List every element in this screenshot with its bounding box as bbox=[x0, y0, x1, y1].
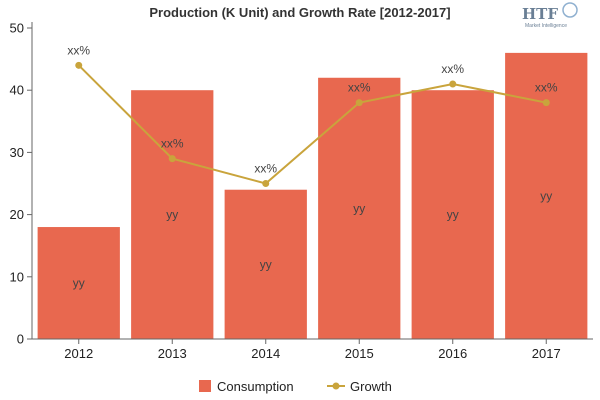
bar-data-label: yy bbox=[447, 208, 459, 222]
growth-data-label: xx% bbox=[348, 81, 371, 95]
growth-point bbox=[262, 180, 270, 187]
y-axis: 0 10 20 30 40 50 bbox=[10, 21, 33, 347]
globe-icon bbox=[562, 2, 578, 18]
logo-subtext: Market Intelligence bbox=[525, 23, 567, 29]
growth-point bbox=[355, 99, 363, 107]
bar-data-label: yy bbox=[166, 208, 178, 222]
legend-label-growth: Growth bbox=[350, 379, 392, 394]
x-axis: 2012 2013 2014 2015 2016 2017 bbox=[32, 338, 593, 361]
x-tick-label: 2015 bbox=[345, 346, 374, 361]
bar bbox=[37, 227, 120, 339]
growth-point bbox=[449, 80, 457, 88]
bar bbox=[224, 189, 307, 339]
y-tick-label: 0 bbox=[17, 332, 24, 347]
y-tick-label: 50 bbox=[10, 21, 24, 36]
legend: Consumption Growth bbox=[199, 379, 392, 394]
x-tick-label: 2013 bbox=[158, 346, 187, 361]
logo-text: HTF bbox=[522, 5, 558, 23]
bar-data-label: yy bbox=[73, 276, 85, 290]
logo: HTF Market Intelligence bbox=[522, 2, 578, 29]
growth-data-label: xx% bbox=[67, 43, 90, 57]
bar bbox=[318, 77, 401, 339]
bar bbox=[411, 90, 494, 339]
bar-data-label: yy bbox=[540, 189, 552, 203]
growth-data-label: xx% bbox=[441, 62, 464, 76]
growth-line: xx% xx% xx% xx% xx% xx% bbox=[67, 43, 558, 187]
growth-data-label: xx% bbox=[161, 137, 184, 151]
growth-data-label: xx% bbox=[535, 81, 558, 95]
y-tick-label: 30 bbox=[10, 145, 24, 160]
y-tick-label: 10 bbox=[10, 269, 24, 284]
legend-marker-growth bbox=[332, 382, 340, 390]
x-tick-label: 2012 bbox=[64, 346, 93, 361]
y-tick-label: 40 bbox=[10, 83, 24, 98]
growth-point bbox=[75, 61, 83, 69]
growth-point bbox=[168, 155, 176, 163]
x-tick-label: 2017 bbox=[532, 346, 561, 361]
bar-data-label: yy bbox=[260, 257, 272, 271]
chart-title: Production (K Unit) and Growth Rate [201… bbox=[149, 5, 450, 20]
bar-data-label: yy bbox=[353, 201, 365, 215]
growth-point bbox=[542, 99, 550, 107]
x-tick-label: 2016 bbox=[438, 346, 467, 361]
legend-label-consumption: Consumption bbox=[217, 379, 294, 394]
x-tick-label: 2014 bbox=[251, 346, 280, 361]
bars: yy yy yy yy yy yy bbox=[37, 52, 588, 339]
y-tick-label: 20 bbox=[10, 207, 24, 222]
growth-line-path bbox=[78, 64, 547, 185]
growth-data-label: xx% bbox=[254, 162, 277, 176]
legend-swatch-consumption bbox=[199, 380, 211, 392]
